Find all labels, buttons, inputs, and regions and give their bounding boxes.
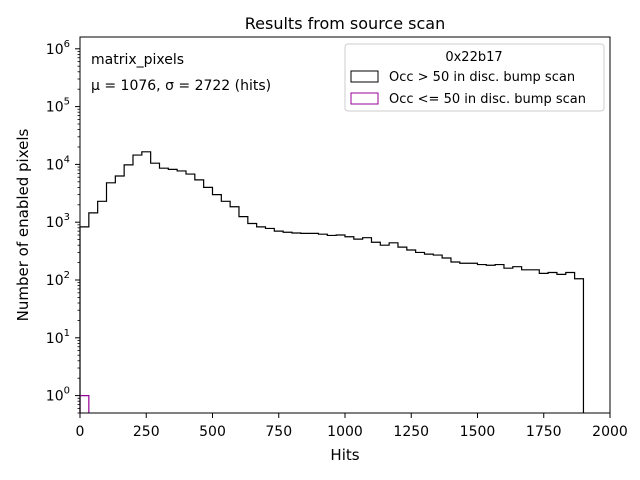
y-tick-label: 103	[46, 212, 70, 231]
histogram-bars	[79, 151, 585, 413]
annotation-dataset-name: matrix_pixels	[91, 52, 184, 68]
y-tick-label: 105	[46, 97, 70, 116]
x-tick-label: 1250	[393, 424, 429, 440]
x-tick-label: 2000	[592, 424, 628, 440]
x-tick-label: 250	[133, 424, 160, 440]
y-tick-label: 104	[46, 154, 70, 173]
x-tick-label: 1500	[460, 424, 496, 440]
y-axis-label: Number of enabled pixels	[14, 128, 32, 321]
x-tick-label: 500	[199, 424, 226, 440]
x-tick-label: 0	[76, 424, 85, 440]
y-tick-label: 100	[46, 386, 70, 405]
x-tick-label: 1000	[327, 424, 363, 440]
histogram-series-0	[79, 151, 585, 413]
legend-box	[344, 43, 605, 112]
y-axis-ticks: 100 101 102 103 104 105 106	[46, 39, 80, 414]
x-tick-label: 750	[265, 424, 292, 440]
x-axis-label: Hits	[330, 446, 359, 464]
chart-title: Results from source scan	[245, 14, 445, 33]
histogram-series-1	[79, 395, 90, 413]
annotation-mean-sigma: μ = 1076, σ = 2722 (hits)	[91, 78, 271, 94]
legend-swatch-occ-gt-50	[350, 70, 379, 83]
legend-title: 0x22b17	[445, 50, 502, 65]
y-tick-label: 102	[46, 270, 70, 289]
legend-label-occ-le-50: Occ <= 50 in disc. bump scan	[389, 92, 586, 107]
y-tick-label: 106	[46, 39, 70, 58]
x-axis-ticks: 0 250 500 750 1000 1250 1500 1750 2000	[76, 413, 628, 440]
legend-label-occ-gt-50: Occ > 50 in disc. bump scan	[389, 70, 575, 85]
x-tick-label: 1750	[526, 424, 562, 440]
y-tick-label: 101	[46, 328, 70, 347]
legend: 0x22b17 Occ > 50 in disc. bump scan Occ …	[344, 43, 605, 112]
legend-swatch-occ-le-50	[350, 92, 379, 105]
